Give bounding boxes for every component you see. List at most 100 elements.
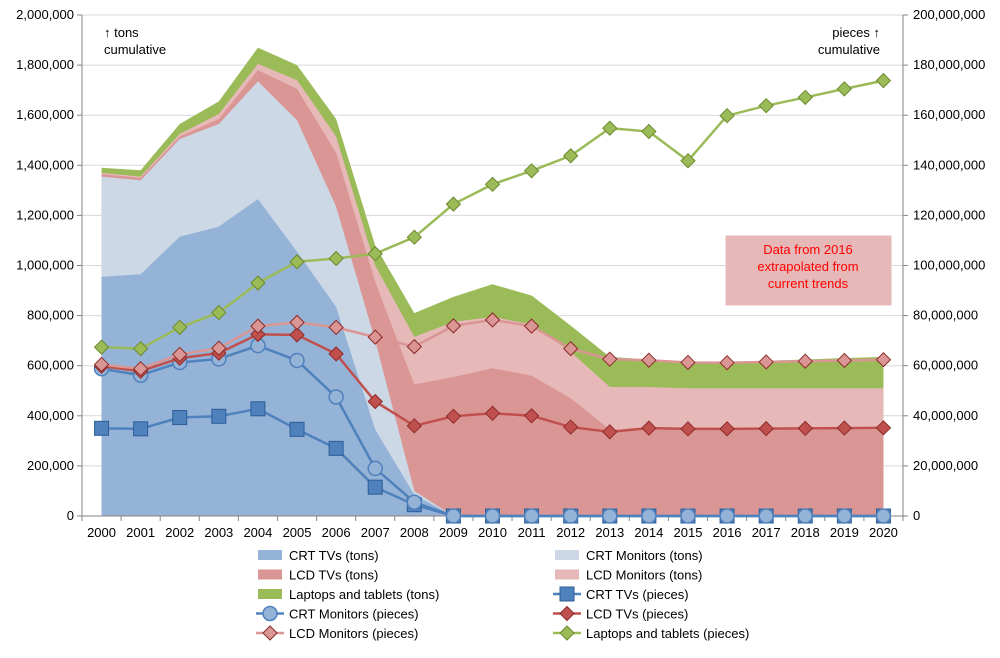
x-tick-label: 2020 xyxy=(869,525,898,540)
point-lcd-monitors-pieces xyxy=(602,351,618,367)
legend-marker xyxy=(262,605,278,622)
point-crt-monitors-pieces xyxy=(289,352,305,369)
legend-marker xyxy=(262,625,278,641)
point-lcd-tvs-pieces xyxy=(719,421,735,437)
point-lcd-tvs-pieces xyxy=(836,420,853,436)
x-tick-label: 2010 xyxy=(478,525,507,540)
legend-marker xyxy=(559,586,575,602)
point-crt-monitors-pieces xyxy=(406,494,423,510)
legend-marker xyxy=(559,625,575,641)
y-right-axis-title: pieces ↑ cumulative xyxy=(818,25,880,57)
y-right-tick-label: 100,000,000 xyxy=(913,258,985,273)
y-left-tick-label: 1,600,000 xyxy=(16,107,74,122)
point-lcd-tvs-pieces xyxy=(797,420,813,437)
point-lcd-tvs-pieces xyxy=(445,408,462,425)
point-laptops-and-tablets-pieces xyxy=(250,275,266,291)
legend-label: Laptops and tablets (pieces) xyxy=(586,626,749,641)
point-laptops-and-tablets-pieces xyxy=(93,339,110,355)
point-crt-tvs-pieces xyxy=(328,440,344,456)
y-right-tick-label: 60,000,000 xyxy=(913,358,978,373)
legend-item-lcd-tvs-pieces: LCD TVs (pieces) xyxy=(553,605,688,622)
legend-swatch xyxy=(258,589,282,599)
legend-swatch xyxy=(258,550,282,560)
point-lcd-monitors-pieces xyxy=(367,329,383,345)
x-tick-label: 2015 xyxy=(674,525,703,540)
x-tick-label: 2005 xyxy=(283,525,312,540)
legend-label: LCD TVs (pieces) xyxy=(586,607,688,622)
y-right-tick-label: 140,000,000 xyxy=(913,157,985,172)
x-tick-label: 2016 xyxy=(713,525,742,540)
y-right-tick-label: 180,000,000 xyxy=(913,57,985,72)
point-lcd-monitors-pieces xyxy=(289,314,305,331)
point-lcd-tvs-pieces xyxy=(602,424,618,440)
y-right-tick-label: 40,000,000 xyxy=(913,408,978,423)
y-left-tick-label: 200,000 xyxy=(27,458,74,473)
point-lcd-tvs-pieces xyxy=(367,393,383,410)
x-tick-label: 2002 xyxy=(165,525,194,540)
y-left-tick-label: 1,200,000 xyxy=(16,207,74,222)
point-crt-monitors-pieces xyxy=(836,508,853,524)
point-lcd-monitors-pieces xyxy=(758,354,774,370)
point-lcd-tvs-pieces xyxy=(289,327,305,343)
point-crt-monitors-pieces xyxy=(797,508,814,524)
y-left-tick-label: 2,000,000 xyxy=(16,7,74,22)
point-lcd-tvs-pieces xyxy=(484,405,501,422)
point-crt-tvs-pieces xyxy=(250,401,266,417)
legend-swatch xyxy=(555,550,579,560)
point-crt-tvs-pieces xyxy=(94,420,110,436)
x-tick-label: 2019 xyxy=(830,525,859,540)
x-tick-label: 2012 xyxy=(556,525,585,540)
y-right-tick-label: 80,000,000 xyxy=(913,308,978,323)
point-lcd-monitors-pieces xyxy=(211,340,227,356)
point-lcd-monitors-pieces xyxy=(328,319,344,336)
point-laptops-and-tablets-pieces xyxy=(836,81,853,97)
point-lcd-tvs-pieces xyxy=(758,420,774,437)
legend-marker xyxy=(559,605,575,622)
series-lcd-monitors-pieces xyxy=(93,312,892,377)
legend-swatch xyxy=(258,569,282,580)
point-laptops-and-tablets-pieces xyxy=(523,163,540,179)
point-laptops-and-tablets-pieces xyxy=(132,340,149,357)
x-tick-label: 2001 xyxy=(126,525,155,540)
x-tick-label: 2006 xyxy=(322,525,351,540)
x-tick-label: 2017 xyxy=(752,525,781,540)
legend-label: CRT TVs (pieces) xyxy=(586,587,689,602)
legend-item-lcd-monitors-tons: LCD Monitors (tons) xyxy=(555,568,702,583)
legend-item-crt-tvs-pieces: CRT TVs (pieces) xyxy=(553,586,689,602)
point-laptops-and-tablets-pieces xyxy=(445,196,462,212)
point-lcd-monitors-pieces xyxy=(680,354,696,371)
point-laptops-and-tablets-pieces xyxy=(211,304,227,321)
legend-item-lcd-monitors-pieces: LCD Monitors (pieces) xyxy=(256,625,418,641)
point-laptops-and-tablets-pieces xyxy=(602,120,618,136)
point-crt-monitors-pieces xyxy=(641,508,657,524)
point-laptops-and-tablets-pieces xyxy=(484,176,501,193)
point-crt-monitors-pieces xyxy=(680,508,696,524)
x-tick-label: 2018 xyxy=(791,525,820,540)
annotations: ↑ tons cumulative pieces ↑ cumulative Data f… xyxy=(104,25,892,306)
y-right-tick-label: 160,000,000 xyxy=(913,107,985,122)
point-laptops-and-tablets-pieces xyxy=(797,89,813,106)
legend-item-crt-tvs-tons: CRT TVs (tons) xyxy=(258,548,379,563)
legend-label: LCD TVs (tons) xyxy=(289,568,378,583)
point-lcd-monitors-pieces xyxy=(523,318,540,334)
legend-label: LCD Monitors (tons) xyxy=(586,568,702,583)
point-lcd-tvs-pieces xyxy=(250,326,266,343)
point-crt-tvs-pieces xyxy=(289,421,305,437)
legend-item-crt-monitors-tons: CRT Monitors (tons) xyxy=(555,548,703,563)
point-lcd-tvs-pieces xyxy=(641,420,657,436)
x-tick-label: 2014 xyxy=(634,525,663,540)
y-right-tick-label: 200,000,000 xyxy=(913,7,985,22)
legend-item-laptops-and-tablets-pieces: Laptops and tablets (pieces) xyxy=(553,625,749,641)
legend: CRT TVs (tons) CRT Monitors (tons) LCD TVs… xyxy=(256,548,749,641)
point-crt-monitors-pieces xyxy=(602,508,618,524)
legend-item-laptops-and-tablets-tons: Laptops and tablets (tons) xyxy=(258,587,439,602)
legend-item-crt-monitors-pieces: CRT Monitors (pieces) xyxy=(256,605,419,622)
x-tick-label: 2000 xyxy=(87,525,116,540)
point-lcd-monitors-pieces xyxy=(484,312,501,328)
tick-labels: 0 200,000 400,000 600,000 800,000 1,000,000 1,… xyxy=(16,7,985,540)
y-left-tick-label: 400,000 xyxy=(27,408,74,423)
point-laptops-and-tablets-pieces xyxy=(758,97,774,114)
point-laptops-and-tablets-pieces xyxy=(328,250,344,267)
point-crt-monitors-pieces xyxy=(445,508,462,524)
legend-item-lcd-tvs-tons: LCD TVs (tons) xyxy=(258,568,378,583)
